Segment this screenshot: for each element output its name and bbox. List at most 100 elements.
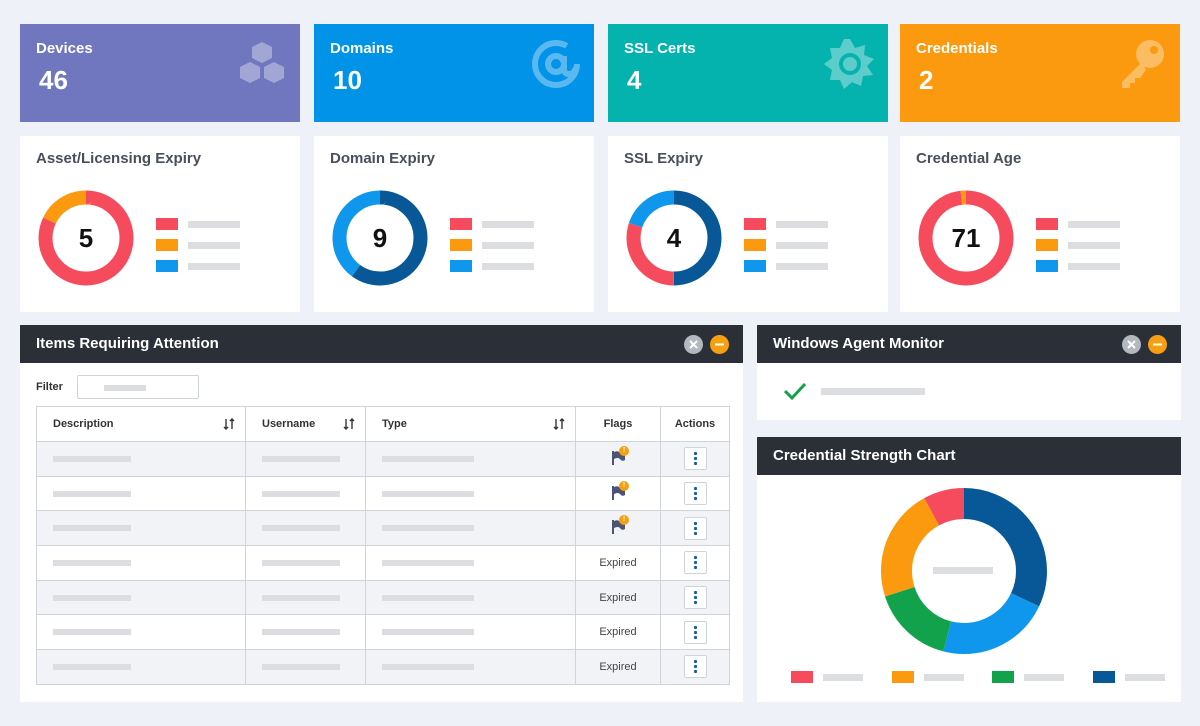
stat-label: SSL Certs (624, 40, 696, 57)
table-row[interactable]: ! (36, 475, 730, 512)
stat-label: Devices (36, 40, 93, 57)
table-row[interactable]: Expired (36, 579, 730, 616)
donut-center-label (933, 567, 993, 574)
column-header-actions: Actions (660, 406, 730, 442)
donut-segment-red (626, 190, 722, 286)
panel-title: Windows Agent Monitor (773, 335, 944, 352)
stat-value: 46 (39, 65, 68, 95)
credential-strength-donut (881, 488, 1047, 654)
card-title: SSL Expiry (624, 150, 703, 167)
flag-status-text: Expired (599, 556, 637, 569)
more-vertical-icon (693, 521, 697, 535)
legend-swatch-red (791, 671, 813, 683)
card-credential-age: Credential Age 71 (900, 136, 1180, 312)
row-actions-button[interactable] (683, 655, 707, 679)
card-title: Credential Age (916, 150, 1022, 167)
stat-value: 10 (333, 65, 362, 95)
close-icon (1127, 340, 1136, 349)
flag-cell: ! (575, 441, 661, 477)
legend-item-green (992, 671, 1065, 683)
card-ssl-expiry: SSL Expiry 4 (608, 136, 888, 312)
agent-status-row (783, 381, 925, 401)
stat-label: Domains (330, 40, 394, 57)
at-sign-icon (532, 40, 580, 88)
donut-segment-red (881, 488, 1047, 654)
column-header-username[interactable]: Username (245, 406, 366, 442)
legend-swatch-navy (1092, 671, 1115, 683)
close-icon (689, 340, 698, 349)
chart-legend (450, 214, 534, 277)
chart-legend (156, 214, 240, 277)
sort-icon (553, 418, 565, 430)
panel-header: Credential Strength Chart (757, 437, 1181, 475)
stat-card-ssl-certs[interactable]: SSL Certs 4 (608, 24, 888, 122)
donut-value: 71 (951, 223, 981, 253)
donut-chart (918, 190, 1014, 286)
filter-input[interactable] (76, 375, 199, 399)
table-row[interactable]: Expired (36, 545, 730, 581)
donut-segment-orange (38, 190, 134, 286)
flag-cell: ! (575, 475, 661, 512)
legend-swatch-blue (450, 260, 472, 272)
panel-title: Credential Strength Chart (773, 447, 956, 464)
sort-icon (223, 418, 235, 430)
checkmark-icon (783, 382, 807, 401)
table-row[interactable]: ! (36, 441, 730, 477)
flag-cell: Expired (575, 649, 661, 685)
row-actions-button[interactable] (683, 516, 707, 540)
row-actions-button[interactable] (683, 586, 707, 610)
chart-legend (791, 671, 1165, 683)
donut-value: 5 (78, 223, 94, 253)
flag-badge: ! (619, 480, 629, 491)
minus-icon (715, 343, 724, 346)
minimize-button[interactable] (710, 335, 729, 354)
flag-badge: ! (619, 515, 629, 526)
donut-chart (626, 190, 722, 286)
table-row[interactable]: Expired (36, 649, 730, 685)
legend-swatch-orange (1036, 239, 1058, 251)
donut-segment-blue (881, 488, 1047, 654)
donut-value: 4 (666, 223, 682, 253)
stat-card-domains[interactable]: Domains 10 (314, 24, 594, 122)
card-domain-expiry: Domain Expiry 9 (314, 136, 594, 312)
filter-label: Filter (36, 381, 63, 393)
column-header-description[interactable]: Description (36, 406, 246, 442)
close-button[interactable] (684, 335, 703, 354)
attention-table: Description Username Type Flags Actions … (36, 406, 730, 685)
sun-badge-icon (824, 39, 874, 89)
flag-status-text: Expired (599, 660, 637, 673)
legend-swatch-blue (744, 260, 766, 272)
stat-card-credentials[interactable]: Credentials 2 (900, 24, 1180, 122)
flag-cell: Expired (575, 579, 661, 616)
table-row[interactable]: Expired (36, 614, 730, 651)
flag-badge: ! (619, 445, 629, 456)
legend-swatch-orange (891, 671, 914, 683)
minimize-button[interactable] (1148, 335, 1167, 354)
row-actions-button[interactable] (683, 482, 707, 506)
row-actions-button[interactable] (683, 620, 707, 644)
panel-header: Windows Agent Monitor (757, 325, 1181, 363)
stat-value: 2 (919, 65, 934, 95)
stat-card-devices[interactable]: Devices 46 (20, 24, 300, 122)
legend-swatch-green (992, 671, 1015, 683)
minus-icon (1153, 343, 1162, 346)
column-header-flags: Flags (575, 406, 661, 442)
legend-swatch-orange (156, 239, 178, 251)
cubes-icon (240, 42, 284, 83)
table-row[interactable]: ! (36, 510, 730, 547)
sort-icon (343, 418, 355, 430)
more-vertical-icon (693, 590, 697, 605)
flag-status-text: Expired (599, 626, 637, 639)
row-actions-button[interactable] (683, 447, 707, 471)
legend-item-orange (891, 671, 964, 683)
donut-segment-orange (881, 488, 1047, 654)
row-actions-button[interactable] (683, 551, 707, 575)
donut-chart (38, 190, 134, 286)
close-button[interactable] (1122, 335, 1141, 354)
legend-swatch-red (450, 218, 472, 230)
more-vertical-icon (693, 556, 697, 570)
more-vertical-icon (693, 625, 697, 639)
key-icon (1122, 40, 1164, 88)
column-header-type[interactable]: Type (365, 406, 576, 442)
flag-icon: ! (608, 480, 629, 503)
